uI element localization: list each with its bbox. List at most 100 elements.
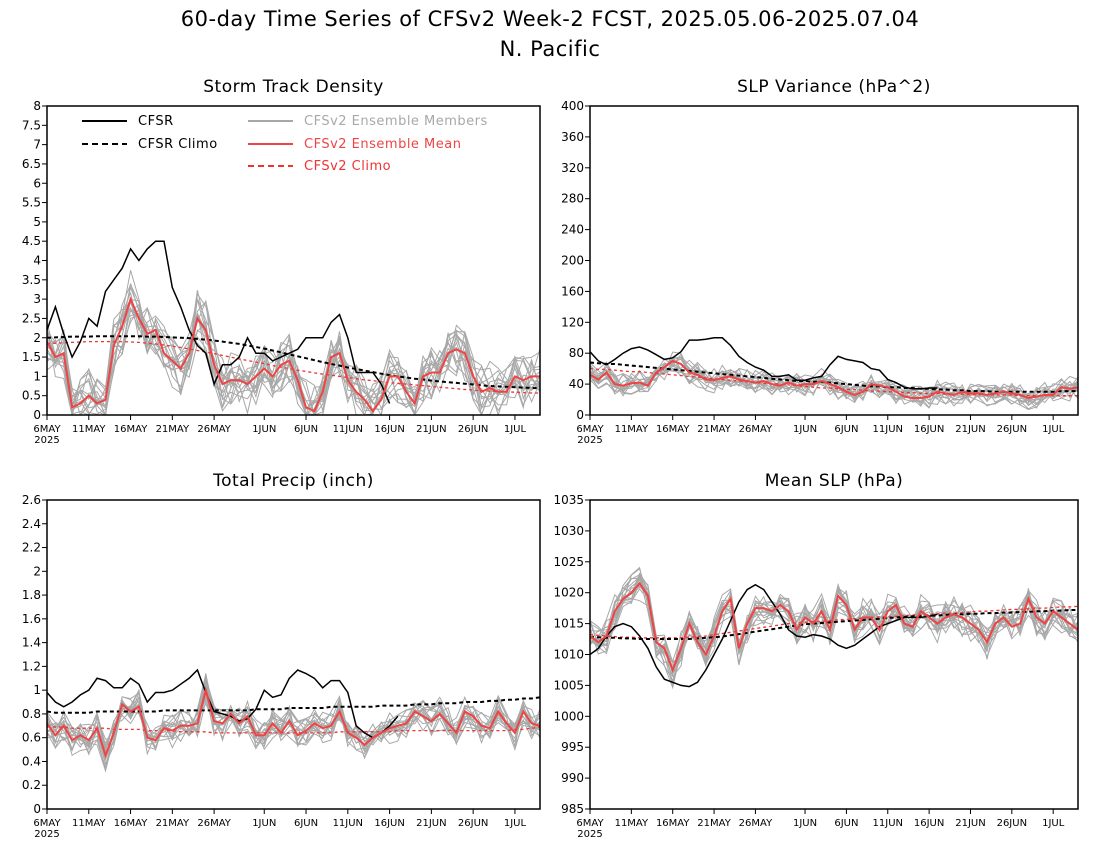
ensemble-member-line bbox=[590, 356, 1078, 405]
y-tick-label: 4.5 bbox=[22, 234, 41, 248]
x-tick-label: 11JUN bbox=[873, 424, 903, 435]
ensemble-member-line bbox=[590, 358, 1078, 406]
y-tick-label: 1010 bbox=[553, 648, 584, 662]
series-cfsv2-ensemble-mean bbox=[590, 359, 1078, 400]
plot-area bbox=[590, 337, 1078, 411]
figure-subtitle: N. Pacific bbox=[500, 37, 601, 61]
x-tick-label: 16JUN bbox=[374, 818, 404, 829]
y-tick-label: 2.6 bbox=[22, 493, 41, 507]
x-tick-label: 6MAY bbox=[576, 424, 604, 435]
series-cfsr bbox=[590, 337, 938, 390]
series-cfsv2-ensemble-mean bbox=[47, 296, 540, 413]
y-tick-label: 8 bbox=[33, 99, 41, 113]
y-tick-label: 6 bbox=[33, 176, 41, 190]
y-tick-label: 120 bbox=[561, 315, 584, 329]
x-tick-label: 6MAY bbox=[33, 818, 61, 829]
x-tick-label: 11JUN bbox=[873, 818, 903, 829]
series-cfsv2-climo bbox=[590, 605, 1078, 639]
y-tick-label: 2 bbox=[33, 564, 41, 578]
ensemble-member-line bbox=[590, 351, 1078, 409]
ensemble-member-line bbox=[590, 582, 1078, 690]
series-cfsr-climo bbox=[590, 361, 1078, 393]
y-tick-label: 0.2 bbox=[22, 778, 41, 792]
x-tick-label: 1JUN bbox=[252, 424, 276, 435]
y-tick-label: 1 bbox=[33, 683, 41, 697]
y-tick-label: 200 bbox=[561, 254, 584, 268]
legend-item-cfsr-climo: CFSR Climo bbox=[82, 137, 218, 152]
x-tick-label: 1JUL bbox=[504, 818, 527, 829]
panel-slp-variance-hpa-2: SLP Variance (hPa^2) 0 40 80 120 160 200 240 280… bbox=[561, 77, 1079, 446]
series-cfsr-climo bbox=[590, 609, 1078, 640]
legend-item-cfsr: CFSR bbox=[82, 114, 174, 129]
legend: CFSR CFSR Climo CFSv2 Ensemble Members CFSv… bbox=[82, 114, 488, 174]
y-tick-label: 1000 bbox=[553, 709, 584, 723]
x-tick-label: 1JUL bbox=[1042, 424, 1065, 435]
y-tick-label: 0 bbox=[576, 408, 584, 422]
y-tick-label: 2.5 bbox=[22, 311, 41, 325]
panel-mean-slp-hpa: Mean SLP (hPa) 985 990 995 1000 1005 1010 1015 1… bbox=[553, 471, 1079, 840]
x-tick-label: 26JUN bbox=[997, 818, 1027, 829]
y-tick-label: 0.5 bbox=[22, 389, 41, 403]
y-tick-label: 1.8 bbox=[22, 588, 41, 602]
x-tick-label: 6MAY bbox=[33, 424, 61, 435]
y-tick-label: 280 bbox=[561, 192, 584, 206]
series-cfsr-climo bbox=[47, 335, 540, 390]
plot-area bbox=[47, 668, 540, 773]
y-tick-label: 1.6 bbox=[22, 612, 41, 626]
legend-label: CFSR Climo bbox=[138, 137, 218, 152]
x-tick-label: 6MAY bbox=[576, 818, 604, 829]
y-tick-label: 160 bbox=[561, 284, 584, 298]
y-tick-label: 4 bbox=[33, 254, 41, 268]
y-tick-label: 1025 bbox=[553, 555, 584, 569]
series-cfsv2-climo bbox=[47, 340, 540, 394]
series-cfsv2-climo bbox=[47, 726, 540, 734]
x-tick-label: 16MAY bbox=[114, 818, 148, 829]
y-tick-label: 1020 bbox=[553, 586, 584, 600]
x-tick-label: 21JUN bbox=[416, 818, 446, 829]
x-tick-label: 1JUN bbox=[252, 818, 276, 829]
panel-total-precip-inch: Total Precip (inch) 0 0.2 0.4 0.6 0.8 1 1.2 1.4 1… bbox=[22, 471, 541, 840]
x-tick-label: 6JUN bbox=[834, 424, 858, 435]
y-tick-label: 985 bbox=[561, 802, 584, 816]
x-tick-label: 11MAY bbox=[72, 818, 106, 829]
plot-frame bbox=[589, 499, 1079, 810]
legend-label: CFSv2 Ensemble Mean bbox=[304, 137, 461, 152]
x-tick-label: 21MAY bbox=[156, 424, 190, 435]
ensemble-member-line bbox=[590, 364, 1078, 408]
y-tick-label: 7.5 bbox=[22, 118, 41, 132]
plot-frame bbox=[46, 105, 541, 416]
x-year-label: 2025 bbox=[34, 829, 59, 840]
y-tick-label: 320 bbox=[561, 161, 584, 175]
x-tick-label: 6JUN bbox=[294, 424, 318, 435]
series-cfsr bbox=[47, 668, 399, 739]
y-tick-label: 80 bbox=[569, 346, 584, 360]
series-cfsv2-ensemble-mean bbox=[47, 686, 540, 759]
x-tick-label: 6JUN bbox=[294, 818, 318, 829]
x-tick-label: 11MAY bbox=[615, 424, 649, 435]
y-tick-label: 1.2 bbox=[22, 659, 41, 673]
series-cfsv2-ensemble-mean bbox=[590, 581, 1078, 673]
y-tick-label: 1030 bbox=[553, 524, 584, 538]
x-tick-label: 26MAY bbox=[197, 424, 231, 435]
x-tick-label: 26JUN bbox=[997, 424, 1027, 435]
y-tick-label: 2.2 bbox=[22, 541, 41, 555]
x-tick-label: 1JUL bbox=[1042, 818, 1065, 829]
x-tick-label: 6JUN bbox=[834, 818, 858, 829]
y-tick-label: 7 bbox=[33, 138, 41, 152]
x-tick-label: 21MAY bbox=[697, 424, 731, 435]
legend-label: CFSv2 Ensemble Members bbox=[304, 114, 488, 129]
y-tick-label: 2.4 bbox=[22, 517, 41, 531]
y-tick-label: 1.5 bbox=[22, 350, 41, 364]
x-tick-label: 26MAY bbox=[197, 818, 231, 829]
x-tick-label: 21JUN bbox=[955, 818, 985, 829]
legend-label: CFSv2 Climo bbox=[304, 159, 391, 174]
panel-title: Total Precip (inch) bbox=[212, 471, 374, 491]
x-tick-label: 1JUL bbox=[504, 424, 527, 435]
series-cfsr bbox=[590, 583, 938, 688]
y-tick-label: 3.5 bbox=[22, 273, 41, 287]
x-year-label: 2025 bbox=[34, 435, 59, 446]
panel-title: Storm Track Density bbox=[203, 77, 384, 97]
x-tick-label: 26JUN bbox=[458, 424, 488, 435]
legend-label: CFSR bbox=[138, 114, 174, 129]
series-cfsr-climo bbox=[47, 696, 540, 714]
